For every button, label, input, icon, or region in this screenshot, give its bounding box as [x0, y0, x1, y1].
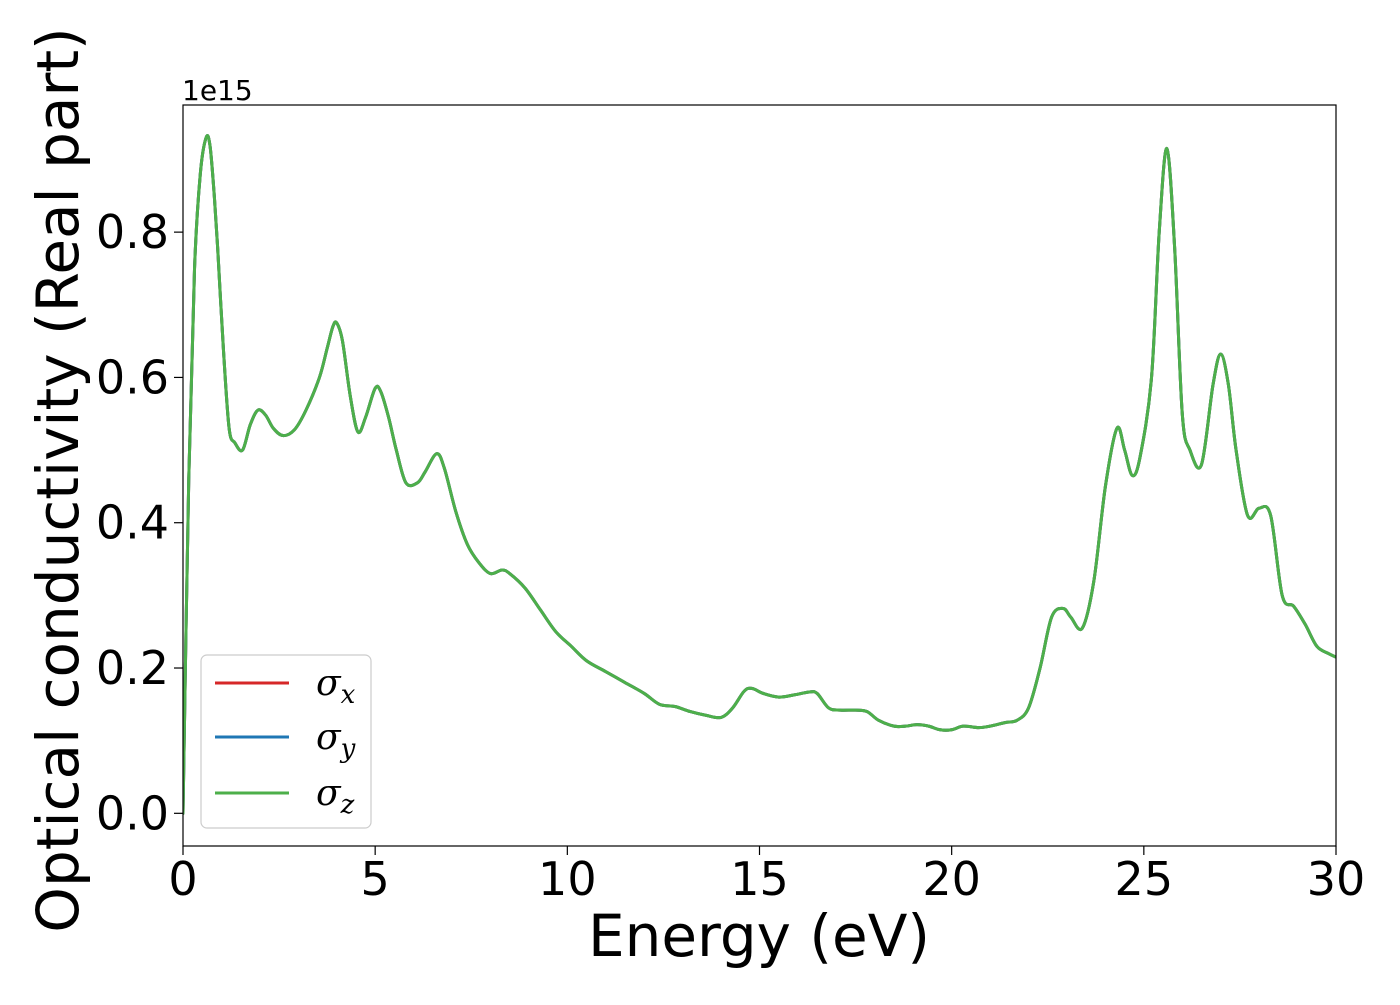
legend-label-x: σx [316, 663, 356, 710]
x-tick-label: 30 [1307, 852, 1366, 906]
plot-area [183, 134, 1336, 815]
legend-subscript: x [341, 680, 356, 710]
x-axis-title: Energy (eV) [588, 902, 930, 970]
x-tick-label: 5 [361, 852, 390, 906]
y-offset-label: 1e15 [182, 74, 253, 107]
y-tick-label: 0.4 [96, 496, 169, 550]
x-tick-label: 0 [168, 852, 197, 906]
legend-box [200, 654, 372, 829]
series-lines [183, 134, 1336, 815]
x-tick-label: 25 [1115, 852, 1174, 906]
x-tick-label: 20 [922, 852, 981, 906]
legend-subscript: y [340, 734, 356, 764]
axes: 0 5 10 15 20 25 30 0.0 0.2 0.4 0.6 0.8 [96, 104, 1366, 906]
y-tick-label: 0.8 [96, 205, 169, 259]
x-tick-label: 15 [730, 852, 789, 906]
y-tick-label: 0.0 [96, 786, 169, 840]
y-tick-label: 0.2 [96, 641, 169, 695]
y-tick-label: 0.6 [96, 350, 169, 404]
y-axis-title: Optical conductivity (Real part) [24, 27, 92, 932]
legend-subscript: z [340, 790, 355, 820]
series-line-z [183, 134, 1336, 815]
x-tick-label: 10 [538, 852, 597, 906]
